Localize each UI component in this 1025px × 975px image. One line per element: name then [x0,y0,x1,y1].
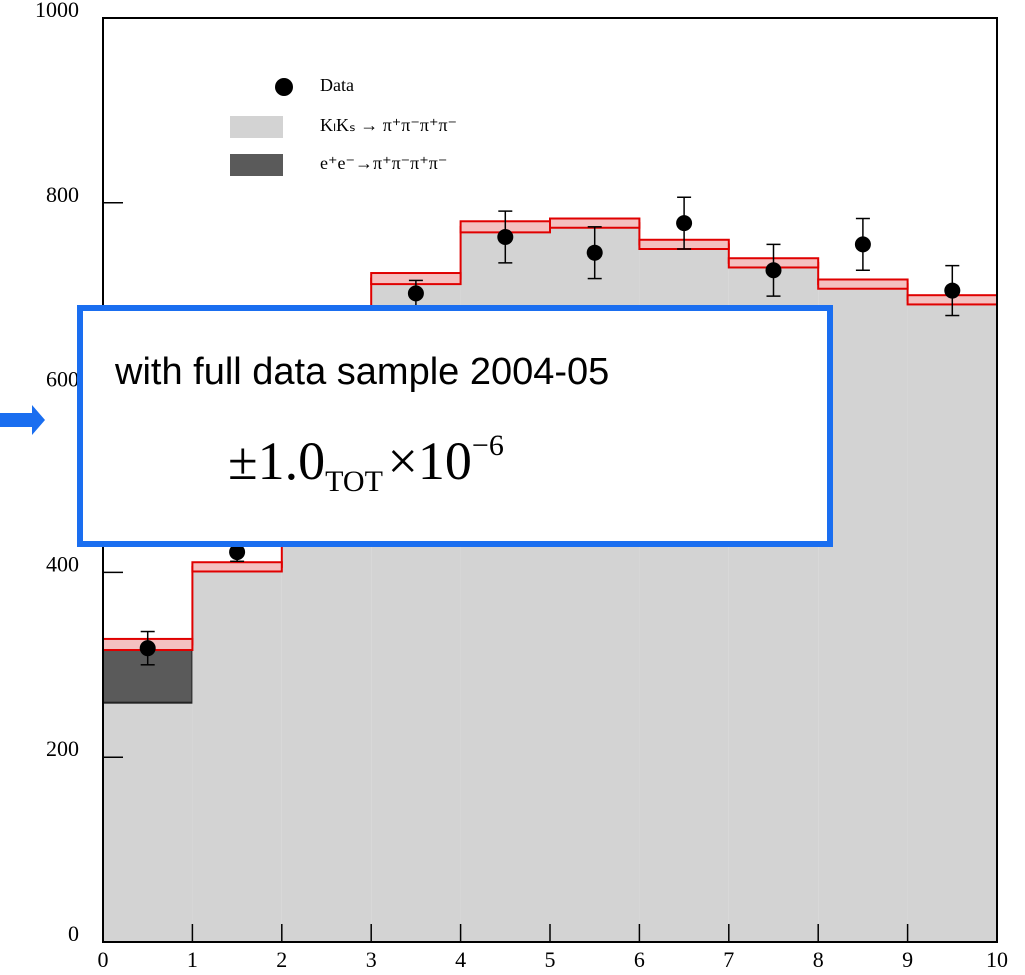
annotation-formula: ±1.0TOT ×10−6 [228,429,504,499]
x-tick-label: 7 [723,947,734,972]
formula-sup: −6 [471,429,504,462]
error-band [191,561,283,573]
annotation-text: with full data sample 2004-05 [115,351,610,393]
y-tick-label: 0 [68,921,79,946]
x-tick-label: 9 [902,947,913,972]
x-tick-label: 4 [455,947,466,972]
bar-segment [103,702,193,942]
y-tick-label: 200 [46,736,79,761]
y-tick-label: 1000 [35,0,79,22]
bar-segment [818,284,908,942]
legend-marker [275,78,293,96]
formula-times: ×10 [387,431,472,491]
data-point [676,215,693,232]
pointer-arrow [0,405,45,435]
x-tick-label: 0 [98,947,109,972]
data-point [854,236,871,253]
data-point [586,244,603,261]
legend-label: e⁺e⁻→π⁺π⁻π⁺π⁻ [320,153,447,173]
x-tick-label: 3 [366,947,377,972]
x-tick-label: 2 [276,947,287,972]
formula-sub: TOT [325,465,383,498]
y-tick-label: 800 [46,182,79,207]
legend-swatch [230,116,283,138]
annotation-box: with full data sample 2004-05 ±1.0TOT ×1… [77,305,833,547]
data-point [765,262,782,279]
error-band [817,278,909,290]
legend-swatch [230,154,283,176]
bar-segment [907,299,997,942]
x-tick-label: 8 [813,947,824,972]
x-tick-label: 6 [634,947,645,972]
data-point [139,640,156,657]
legend-label: KₗKₛ → π⁺π⁻π⁺π⁻ [320,115,457,135]
data-point [229,544,246,561]
bar-segment [192,566,282,942]
y-tick-label: 600 [46,367,79,392]
x-tick-label: 5 [545,947,556,972]
data-point [407,285,424,302]
data-point [497,228,514,245]
x-tick-label: 10 [986,947,1008,972]
y-tick-label: 400 [46,551,79,576]
legend-label: Data [320,75,354,95]
x-tick-label: 1 [187,947,198,972]
formula-main: ±1.0 [228,431,326,491]
data-point [944,282,961,299]
